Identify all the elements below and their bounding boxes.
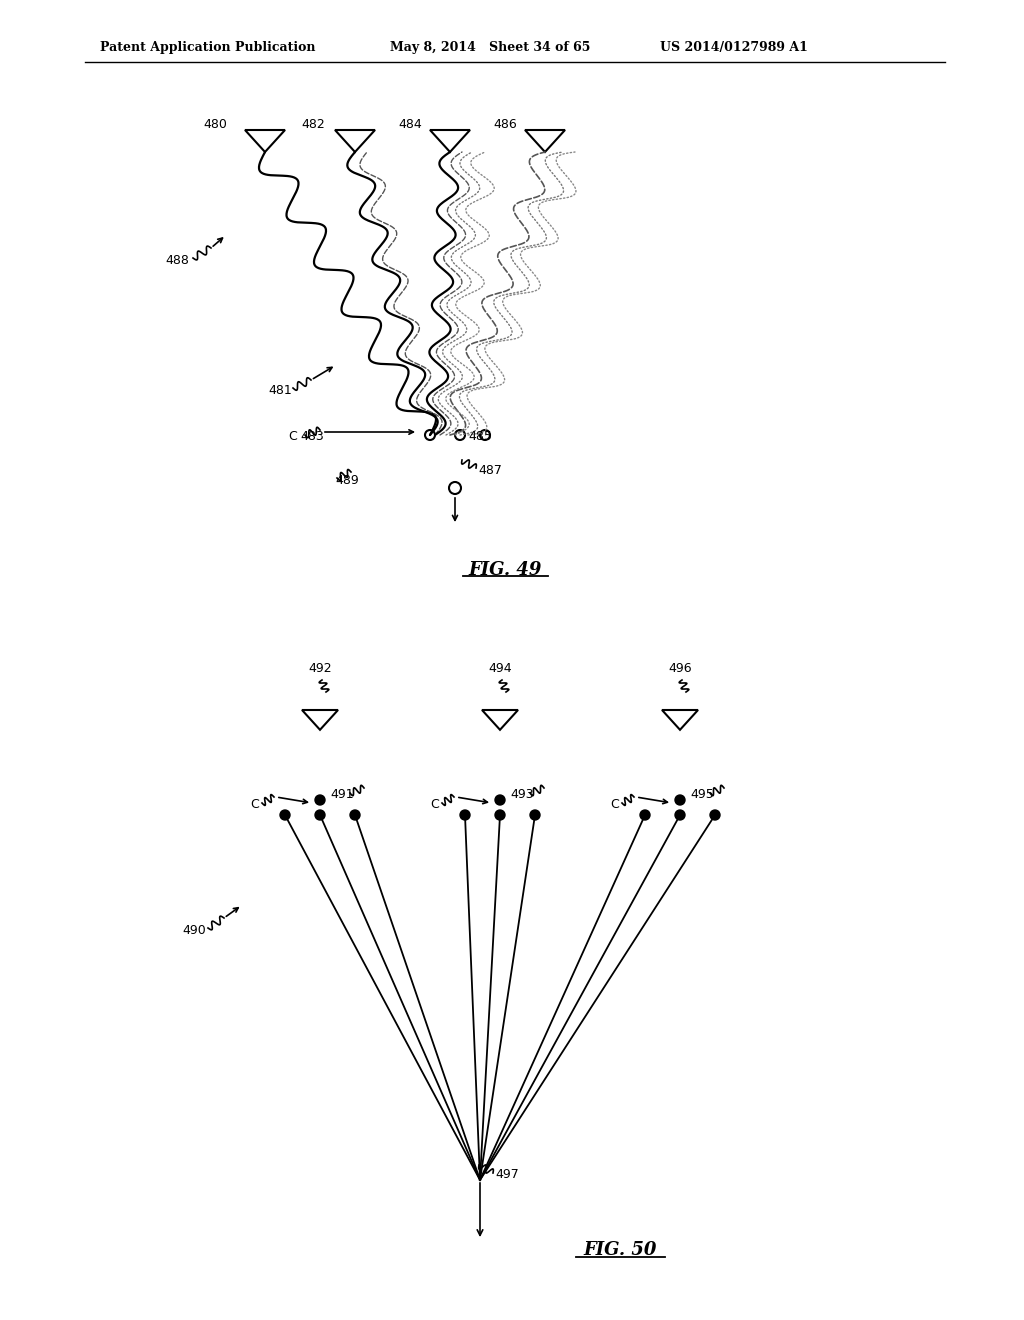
Text: 495: 495 [690,788,714,801]
Text: 492: 492 [308,661,332,675]
Text: 497: 497 [495,1168,519,1181]
Text: 490: 490 [182,924,206,936]
Text: 494: 494 [488,661,512,675]
Circle shape [315,810,325,820]
Circle shape [675,795,685,805]
Text: FIG. 50: FIG. 50 [584,1241,656,1259]
Text: 493: 493 [510,788,534,801]
Text: 486: 486 [494,119,517,132]
Text: C: C [430,799,438,812]
Text: 487: 487 [478,463,502,477]
Circle shape [350,810,360,820]
Text: 489: 489 [335,474,358,487]
Text: Patent Application Publication: Patent Application Publication [100,41,315,54]
Circle shape [315,795,325,805]
Circle shape [530,810,540,820]
Text: May 8, 2014   Sheet 34 of 65: May 8, 2014 Sheet 34 of 65 [390,41,591,54]
Text: 496: 496 [669,661,692,675]
Text: 485: 485 [468,430,492,444]
Text: C: C [610,799,618,812]
Circle shape [280,810,290,820]
Text: 484: 484 [398,119,422,132]
Text: C: C [288,430,297,444]
Text: 482: 482 [301,119,325,132]
Text: 491: 491 [330,788,353,801]
Text: US 2014/0127989 A1: US 2014/0127989 A1 [660,41,808,54]
Circle shape [495,810,505,820]
Text: 480: 480 [203,119,227,132]
Text: 481: 481 [268,384,292,396]
Text: 488: 488 [165,253,188,267]
Text: C: C [250,799,259,812]
Text: 483: 483 [300,430,324,444]
Circle shape [460,810,470,820]
Circle shape [495,795,505,805]
Circle shape [675,810,685,820]
Text: FIG. 49: FIG. 49 [468,561,542,579]
Circle shape [710,810,720,820]
Circle shape [640,810,650,820]
